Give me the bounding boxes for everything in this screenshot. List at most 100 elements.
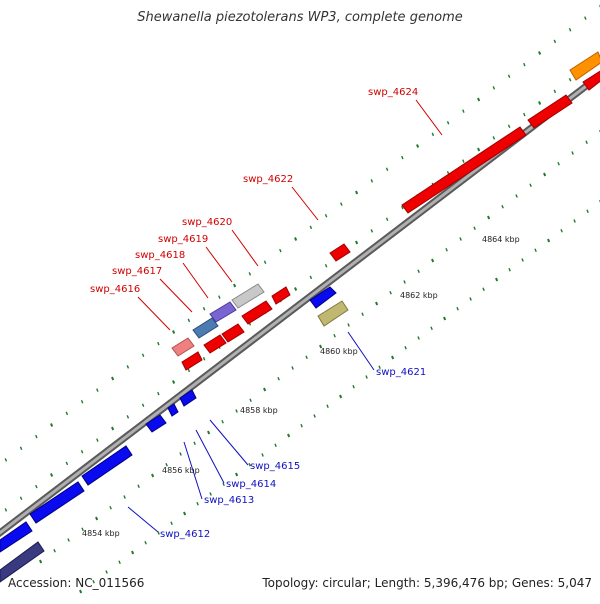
gene-navy[interactable] [0,541,45,583]
guide-dot [389,290,392,295]
guide-dot [568,27,572,32]
gene-label[interactable]: swp_4619 [158,234,208,245]
gene-swp_4624[interactable] [401,126,527,214]
guide-dot [324,263,328,268]
guide-dot [137,484,140,489]
guide-dot [50,473,54,477]
accession-text: Accession: NC_011566 [8,576,145,590]
guide-dot [4,458,8,462]
guide-dot [385,167,389,172]
gene-swp_4614[interactable] [167,403,179,417]
leader-line [183,441,203,500]
gene-label[interactable]: swp_4621 [376,367,426,378]
leader-line [209,419,249,466]
gene-swp_4616[interactable] [171,337,195,357]
guide-dot [309,225,313,230]
gene-label[interactable]: swp_4617 [112,266,162,277]
guide-dot [261,453,264,457]
gene-label[interactable]: swp_4615 [250,461,300,472]
guide-dot [65,411,69,416]
guide-dot [477,97,481,102]
gene-swp_4613[interactable] [145,414,167,433]
guide-dot [248,272,252,276]
guide-dot [568,77,572,82]
gene-labels: swp_4612 swp_4613 swp_4614 swp_4615 swp_4616… [90,87,443,540]
gene-label[interactable]: swp_4622 [243,174,293,185]
gene-swp_4618[interactable] [192,317,219,339]
guide-dot [196,501,199,506]
guide-dot [492,86,496,90]
guide-dot [131,550,135,555]
gene-label[interactable]: swp_4616 [90,284,140,295]
guide-dot [170,521,173,526]
gene-red-e[interactable] [181,351,203,371]
gene-label[interactable]: swp_4614 [226,479,276,490]
guide-dot [529,183,532,188]
guide-dot [553,89,557,94]
gene-swp_4620[interactable] [231,283,265,309]
guide-dot [355,240,359,245]
guide-dot [157,341,160,346]
gene-red-d[interactable] [203,334,227,354]
guide-dot [523,62,526,67]
gene-red-b[interactable] [241,300,273,325]
guide-dot [165,462,168,467]
guide-dot [207,430,211,435]
gene-swp_4621[interactable] [317,300,349,327]
guide-dot [560,228,563,233]
guide-dot [370,179,374,183]
leader-line [182,262,209,299]
gene-swp_4615[interactable] [179,389,197,407]
guide-dot [584,16,587,20]
gene-label[interactable]: swp_4618 [135,250,185,261]
gene-label[interactable]: swp_4624 [368,87,418,98]
tick-label: 4860 kbp [320,347,358,356]
guide-dot [361,312,364,317]
guide-dot [263,260,267,265]
guide-dot [326,404,329,409]
gene-swp_4621-arrow[interactable] [309,286,337,309]
guide-dot [431,258,435,263]
leader-line [205,246,233,283]
guide-dot [222,482,225,487]
guide-dot [183,511,187,516]
guide-dot [172,330,176,334]
guide-dot [141,403,145,408]
gene-swp_4625[interactable] [527,94,573,129]
guide-dot [456,306,459,311]
gene-red-c[interactable] [221,323,245,343]
guide-dot [417,336,420,340]
guide-dot [141,353,145,358]
gene-label[interactable]: swp_4613 [204,495,254,506]
guide-dot [355,190,359,195]
guide-dot [313,414,316,418]
gene-swp_4612[interactable] [81,445,133,486]
guide-dot [365,375,368,379]
gene-orange[interactable] [569,51,600,81]
gene-label[interactable]: swp_4620 [182,217,232,228]
tick-label: 4864 kbp [482,235,520,244]
guide-dot [340,202,343,206]
gene-red-a[interactable] [271,286,291,305]
guide-dot [508,267,511,272]
guide-dot [221,419,224,424]
guide-dot [416,144,420,148]
gene-blue-b[interactable] [29,481,85,524]
gene-label[interactable]: swp_4612 [160,529,210,540]
guide-dot [144,540,147,545]
guide-dot [179,452,182,456]
gene-swp_4619[interactable] [209,301,237,323]
guide-dot [378,365,381,370]
leader-line [127,506,159,533]
guide-dot [333,333,336,338]
leader-line [291,186,319,221]
tick-label: 4854 kbp [82,529,120,538]
page-title: Shewanella piezotolerans WP3, complete g… [137,10,463,25]
guide-dot [123,495,126,499]
guide-dot [501,204,504,209]
guide-dot [172,380,176,384]
gene-blue-c[interactable] [0,521,33,553]
guide-dot [235,409,238,413]
gene-next-red[interactable] [582,70,600,91]
gene-swp_4622[interactable] [329,243,351,262]
